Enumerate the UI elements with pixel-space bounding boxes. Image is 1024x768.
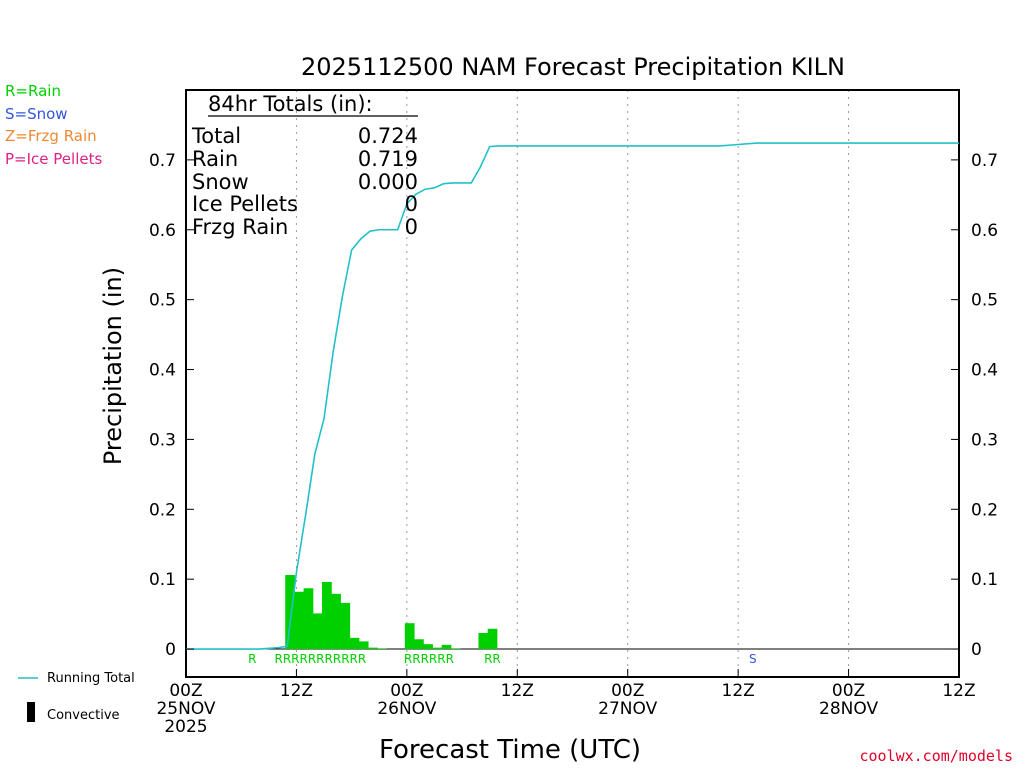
x-tick-label: 27NOV <box>598 699 657 719</box>
ptype-marker-rain: RRRRRRRRRRR <box>274 652 366 666</box>
y-tick-label-left: 0.1 <box>149 570 176 590</box>
totals-box: 84hr Totals (in): Total 0.724 Rain 0.719… <box>191 92 418 239</box>
y-tick-label-left: 0.3 <box>149 430 176 450</box>
ptype-legend: R=Rain S=Snow Z=Frzg Rain P=Ice Pellets <box>5 82 102 168</box>
y-axis-label: Precipitation (in) <box>99 267 127 465</box>
ptype-marker-rain: RR <box>484 652 501 666</box>
precip-bar <box>478 632 489 650</box>
x-tick-label: 26NOV <box>377 699 436 719</box>
ptype-marker-rain: R <box>248 652 256 666</box>
totals-value-total: 0.724 <box>358 124 418 148</box>
y-tick-label-right: 0.6 <box>971 221 998 241</box>
ptype-marker-snow: S <box>749 652 757 666</box>
x-tick-label: 00Z <box>169 681 202 701</box>
y-tick-label-left: 0.6 <box>149 221 176 241</box>
bottom-legend: Running Total Convective <box>18 671 135 723</box>
totals-label-snow: Snow <box>192 170 249 194</box>
totals-value-ice-pellets: 0 <box>405 192 418 216</box>
convective-legend-swatch <box>27 702 35 722</box>
x-tick-label: 00Z <box>390 681 423 701</box>
chart-title: 2025112500 NAM Forecast Precipitation KI… <box>301 53 845 81</box>
y-tick-label-left: 0.7 <box>149 151 176 171</box>
totals-value-rain: 0.719 <box>358 147 418 171</box>
x-tick-label: 00Z <box>611 681 644 701</box>
legend-frzg-rain: Z=Frzg Rain <box>5 127 97 145</box>
precip-bar <box>303 588 314 650</box>
y-tick-label-right: 0.3 <box>971 430 998 450</box>
x-tick-label: 00Z <box>832 681 865 701</box>
y-axis-ticks: 0 00.1 0.10.2 0.20.3 0.30.4 0.40.5 0.50.6 0.60.… <box>149 151 998 660</box>
y-tick-label-right: 0 <box>971 640 982 660</box>
legend-rain: R=Rain <box>5 82 61 100</box>
totals-value-frzg-rain: 0 <box>405 215 418 239</box>
y-tick-label-left: 0.5 <box>149 291 176 311</box>
precip-bar <box>358 641 369 650</box>
y-tick-label-right: 0.1 <box>971 570 998 590</box>
ptype-markers: R RRRRRRRRRRR RRRRRR RR S <box>248 652 757 666</box>
x-tick-label: 12Z <box>942 681 975 701</box>
precip-bar <box>322 581 332 650</box>
running-total-legend-label: Running Total <box>47 671 135 686</box>
totals-label-rain: Rain <box>192 147 238 171</box>
precip-bar <box>487 628 498 650</box>
totals-label-frzg-rain: Frzg Rain <box>192 215 288 239</box>
y-tick-label-right: 0.2 <box>971 500 998 520</box>
precip-bar <box>312 613 323 650</box>
x-tick-label: 2025 <box>164 717 207 737</box>
credit-text: coolwx.com/models <box>859 747 1013 765</box>
totals-header: 84hr Totals (in): <box>208 92 373 116</box>
totals-value-snow: 0.000 <box>358 170 418 194</box>
precip-bar <box>441 644 452 650</box>
y-tick-label-right: 0.5 <box>971 291 998 311</box>
y-tick-label-left: 0.4 <box>149 361 176 381</box>
totals-label-ice-pellets: Ice Pellets <box>192 192 298 216</box>
precip-bar <box>414 639 424 650</box>
running-total-line <box>186 142 959 650</box>
ptype-marker-rain: RRRRRR <box>404 652 454 666</box>
convective-legend-label: Convective <box>47 708 120 723</box>
legend-snow: S=Snow <box>5 105 68 123</box>
y-tick-label-right: 0.4 <box>971 361 998 381</box>
precip-bar <box>349 637 360 650</box>
precip-bars <box>285 574 498 650</box>
x-tick-label: 12Z <box>722 681 755 701</box>
plot-frame <box>185 89 960 678</box>
precip-bar <box>450 648 461 650</box>
y-tick-label-left: 0.2 <box>149 500 176 520</box>
precip-bar <box>423 644 433 650</box>
precip-bar <box>368 647 378 650</box>
precip-bar <box>340 602 351 650</box>
precip-bar <box>432 647 443 650</box>
x-tick-label: 28NOV <box>819 699 878 719</box>
legend-ice-pellets: P=Ice Pellets <box>5 150 102 168</box>
precip-bar <box>377 648 387 650</box>
x-tick-label: 25NOV <box>156 699 215 719</box>
x-tick-label: 12Z <box>280 681 313 701</box>
x-tick-label: 12Z <box>501 681 534 701</box>
precip-bar <box>331 593 341 650</box>
precip-bar <box>285 574 295 650</box>
precip-bar <box>404 623 415 650</box>
totals-label-total: Total <box>191 124 241 148</box>
y-tick-label-right: 0.7 <box>971 151 998 171</box>
precip-bar <box>294 591 305 650</box>
x-axis-label: Forecast Time (UTC) <box>379 735 641 765</box>
y-tick-label-left: 0 <box>165 640 176 660</box>
